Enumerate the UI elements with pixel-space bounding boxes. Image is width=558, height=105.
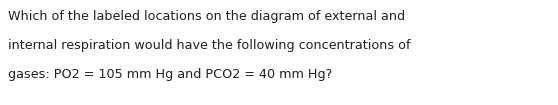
Text: Which of the labeled locations on the diagram of external and: Which of the labeled locations on the di…	[8, 10, 405, 23]
Text: internal respiration would have the following concentrations of: internal respiration would have the foll…	[8, 39, 411, 52]
Text: gases: PO2 = 105 mm Hg and PCO2 = 40 mm Hg?: gases: PO2 = 105 mm Hg and PCO2 = 40 mm …	[8, 68, 332, 81]
